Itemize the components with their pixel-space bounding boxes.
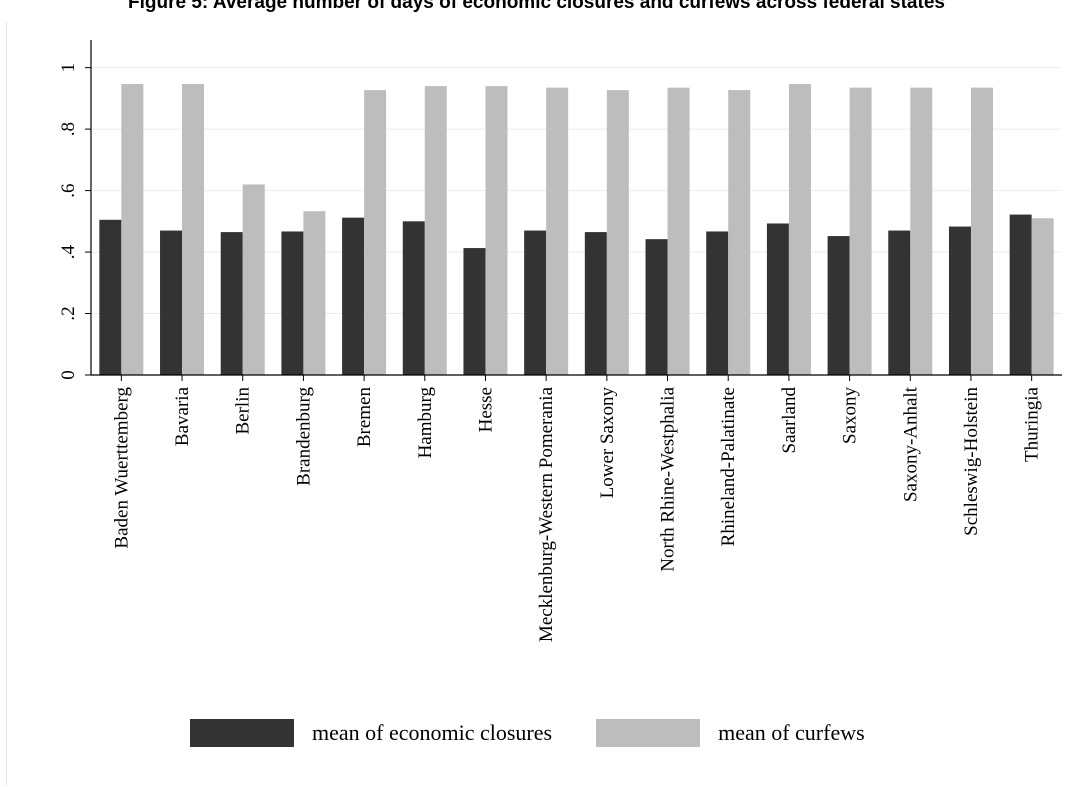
legend-label: mean of curfews [718, 720, 865, 745]
y-tick-label: .6 [58, 183, 79, 197]
bar-chart: Baden Wuerttemberg Bavaria Berlin Brandenbu… [58, 40, 1062, 642]
legend-swatch [596, 719, 701, 747]
y-tick-label: 0 [58, 370, 79, 380]
bar-economic-closures [160, 230, 183, 375]
bar-curfews [788, 83, 811, 376]
legend-item-curfews: mean of curfews [596, 719, 865, 747]
bar-economic-closures [402, 221, 425, 375]
x-tick-label: Bavaria [172, 386, 193, 446]
bar-curfews [424, 86, 447, 375]
bar-economic-closures [948, 226, 971, 375]
bar-curfews [970, 87, 993, 376]
bar-curfews [303, 211, 326, 375]
bar-economic-closures [706, 231, 729, 375]
x-tick-label: North Rhine-Westphalia [658, 386, 679, 571]
legend: mean of economic closures mean of curfews [190, 718, 909, 748]
bar-curfews [1031, 218, 1054, 375]
figure-title: Figure 5: Average number of days of econ… [128, 0, 945, 13]
bar-curfews [849, 87, 872, 376]
x-tick-label: Baden Wuerttemberg [111, 387, 132, 549]
bar-economic-closures [99, 219, 122, 375]
bar-economic-closures [281, 231, 304, 375]
x-tick-label: Bremen [354, 387, 375, 448]
bar-economic-closures [463, 248, 486, 375]
x-tick-label: Hesse [475, 387, 496, 432]
legend-label: mean of economic closures [312, 720, 553, 745]
x-tick-label: Berlin [233, 387, 254, 435]
bar-curfews [606, 90, 629, 376]
bar-economic-closures [766, 223, 789, 375]
chart-panel [6, 22, 1071, 785]
bar-economic-closures [584, 232, 607, 375]
bar-curfews [242, 184, 265, 375]
bar-economic-closures [342, 217, 365, 375]
y-tick-label: .4 [58, 244, 79, 259]
x-tick-label: Hamburg [415, 387, 436, 459]
bar-curfews [728, 90, 751, 376]
x-tick-label: Mecklenburg-Western Pomerania [536, 386, 557, 642]
bar-curfews [182, 83, 205, 376]
y-tick-label: .2 [58, 306, 79, 320]
bar-economic-closures [220, 232, 243, 375]
y-tick-label: .8 [58, 122, 79, 136]
x-tick-label: Schleswig-Holstein [961, 387, 982, 536]
legend-swatch [190, 719, 294, 747]
bar-curfews [485, 86, 508, 375]
bar-economic-closures [645, 239, 668, 375]
x-tick-label: Saxony [840, 387, 861, 445]
x-tick-label: Saarland [779, 387, 800, 454]
bar-curfews [910, 87, 933, 376]
bar-curfews [546, 87, 569, 376]
bar-economic-closures [888, 230, 911, 375]
bar-economic-closures [827, 236, 850, 375]
bar-economic-closures [1009, 214, 1032, 375]
bar-curfews [667, 87, 690, 376]
x-tick-label: Saxony-Anhalt [900, 386, 921, 502]
x-tick-label: Lower Saxony [597, 387, 618, 499]
legend-item-economic-closures: mean of economic closures [190, 719, 552, 747]
bar-curfews [364, 90, 387, 376]
y-tick-label: 1 [58, 63, 79, 73]
bar-curfews [121, 83, 144, 376]
x-tick-label: Brandenburg [293, 387, 314, 486]
x-tick-label: Thuringia [1022, 386, 1043, 461]
x-tick-label: Rhineland-Palatinate [718, 387, 739, 546]
bar-economic-closures [524, 230, 547, 375]
